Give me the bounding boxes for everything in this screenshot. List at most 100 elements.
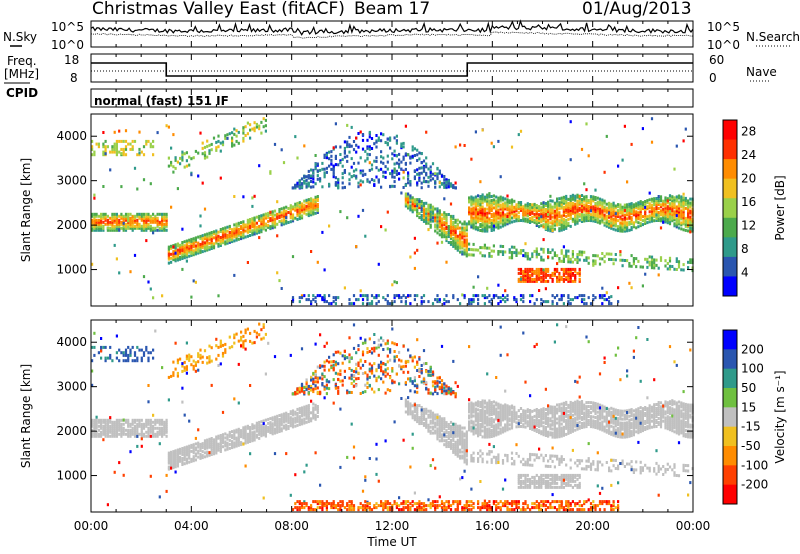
heatmap-cell <box>152 228 155 232</box>
heatmap-cell <box>368 153 371 157</box>
heatmap-cell <box>163 432 166 436</box>
heatmap-cell <box>118 224 121 228</box>
heatmap-cell <box>452 224 455 228</box>
heatmap-cell <box>526 210 529 214</box>
heatmap-cell <box>328 387 331 391</box>
heatmap-cell <box>291 296 295 300</box>
heatmap-cell <box>452 296 455 300</box>
heatmap-cell <box>127 359 130 363</box>
heatmap-cell <box>133 426 137 430</box>
heatmap-cell <box>556 207 559 211</box>
heatmap-cell <box>269 421 272 425</box>
heatmap-cell <box>553 269 556 273</box>
heatmap-cell <box>337 502 340 506</box>
heatmap-cell <box>407 294 410 298</box>
heatmap-cell <box>170 256 173 260</box>
heatmap-cell <box>172 450 175 454</box>
heatmap-cell <box>249 438 252 441</box>
heatmap-cell <box>172 133 175 137</box>
heatmap-cell <box>95 220 98 224</box>
heatmap-cell <box>208 149 211 153</box>
heatmap-cell <box>237 237 240 241</box>
heatmap-cell <box>145 139 148 143</box>
heatmap-cell <box>513 298 516 302</box>
heatmap-cell <box>657 273 660 277</box>
heatmap-cell <box>605 202 608 206</box>
heatmap-cell <box>242 228 245 232</box>
heatmap-cell <box>343 357 346 361</box>
heatmap-cell <box>325 508 328 512</box>
heatmap-cell <box>465 242 468 246</box>
heatmap-cell <box>409 198 412 202</box>
heatmap-cell <box>192 364 195 368</box>
heatmap-cell <box>612 205 615 209</box>
heatmap-cell <box>300 506 304 510</box>
heatmap-cell <box>610 226 613 230</box>
heatmap-cell <box>558 227 561 231</box>
heatmap-cell <box>443 231 446 235</box>
heatmap-cell <box>585 203 588 207</box>
heatmap-cell <box>585 213 588 217</box>
heatmap-cell <box>567 296 570 300</box>
heatmap-cell <box>567 207 570 211</box>
heatmap-cell <box>253 216 256 220</box>
heatmap-cell <box>535 208 538 211</box>
heatmap-cell <box>501 224 505 228</box>
heatmap-cell <box>510 253 514 257</box>
heatmap-cell <box>217 139 220 143</box>
heatmap-cell <box>251 217 254 221</box>
heatmap-cell <box>163 426 166 430</box>
heatmap-cell <box>111 359 114 363</box>
heatmap-cell <box>529 221 532 224</box>
heatmap-cell <box>614 218 617 222</box>
heatmap-cell <box>91 224 94 228</box>
heatmap-cell <box>463 240 466 244</box>
heatmap-cell <box>499 199 502 203</box>
heatmap-cell <box>587 209 590 212</box>
heatmap-cell <box>305 410 308 414</box>
heatmap-cell <box>596 218 599 222</box>
heatmap-cell <box>488 300 491 304</box>
heatmap-cells <box>91 322 694 512</box>
heatmap-cell <box>648 204 651 208</box>
heatmap-cell <box>689 205 692 209</box>
heatmap-cell <box>635 210 638 214</box>
heatmap-cell <box>499 215 502 219</box>
heatmap-cell <box>201 450 204 454</box>
freq-label-line1: Freq. <box>7 54 37 68</box>
heatmap-cell <box>375 140 378 144</box>
heatmap-cell <box>294 135 297 139</box>
heatmap-cell <box>614 212 617 216</box>
heatmap-cell <box>147 432 150 436</box>
heatmap-cell <box>174 166 177 170</box>
heatmap-cell <box>183 368 186 372</box>
heatmap-cell <box>203 447 207 451</box>
heatmap-cell <box>118 218 121 222</box>
heatmap-cell <box>246 121 249 125</box>
heatmap-cell <box>221 233 225 237</box>
heatmap-cell <box>122 139 125 143</box>
heatmap-cell <box>598 262 602 266</box>
heatmap-cell <box>666 209 669 213</box>
heatmap-cell <box>569 208 572 212</box>
heatmap-cell <box>438 217 441 221</box>
heatmap-cell <box>104 359 107 363</box>
heatmap-cell <box>459 302 462 306</box>
heatmap-cell <box>179 455 182 459</box>
heatmap-cell <box>395 169 398 173</box>
heatmap-cell <box>443 181 446 185</box>
heatmap-cell <box>332 363 335 367</box>
heatmap-cell <box>323 375 326 379</box>
heatmap-cell <box>339 372 342 376</box>
heatmap-cell <box>231 136 234 140</box>
heatmap-cell <box>608 215 611 219</box>
heatmap-cell <box>181 400 184 404</box>
heatmap-cell <box>330 504 333 508</box>
heatmap-cell <box>488 221 491 225</box>
heatmap-cell <box>370 294 374 298</box>
heatmap-cell <box>569 210 572 214</box>
heatmap-cell <box>296 205 299 209</box>
heatmap-cell <box>483 207 486 211</box>
heatmap-cell <box>544 212 547 215</box>
heatmap-cell <box>452 242 455 246</box>
